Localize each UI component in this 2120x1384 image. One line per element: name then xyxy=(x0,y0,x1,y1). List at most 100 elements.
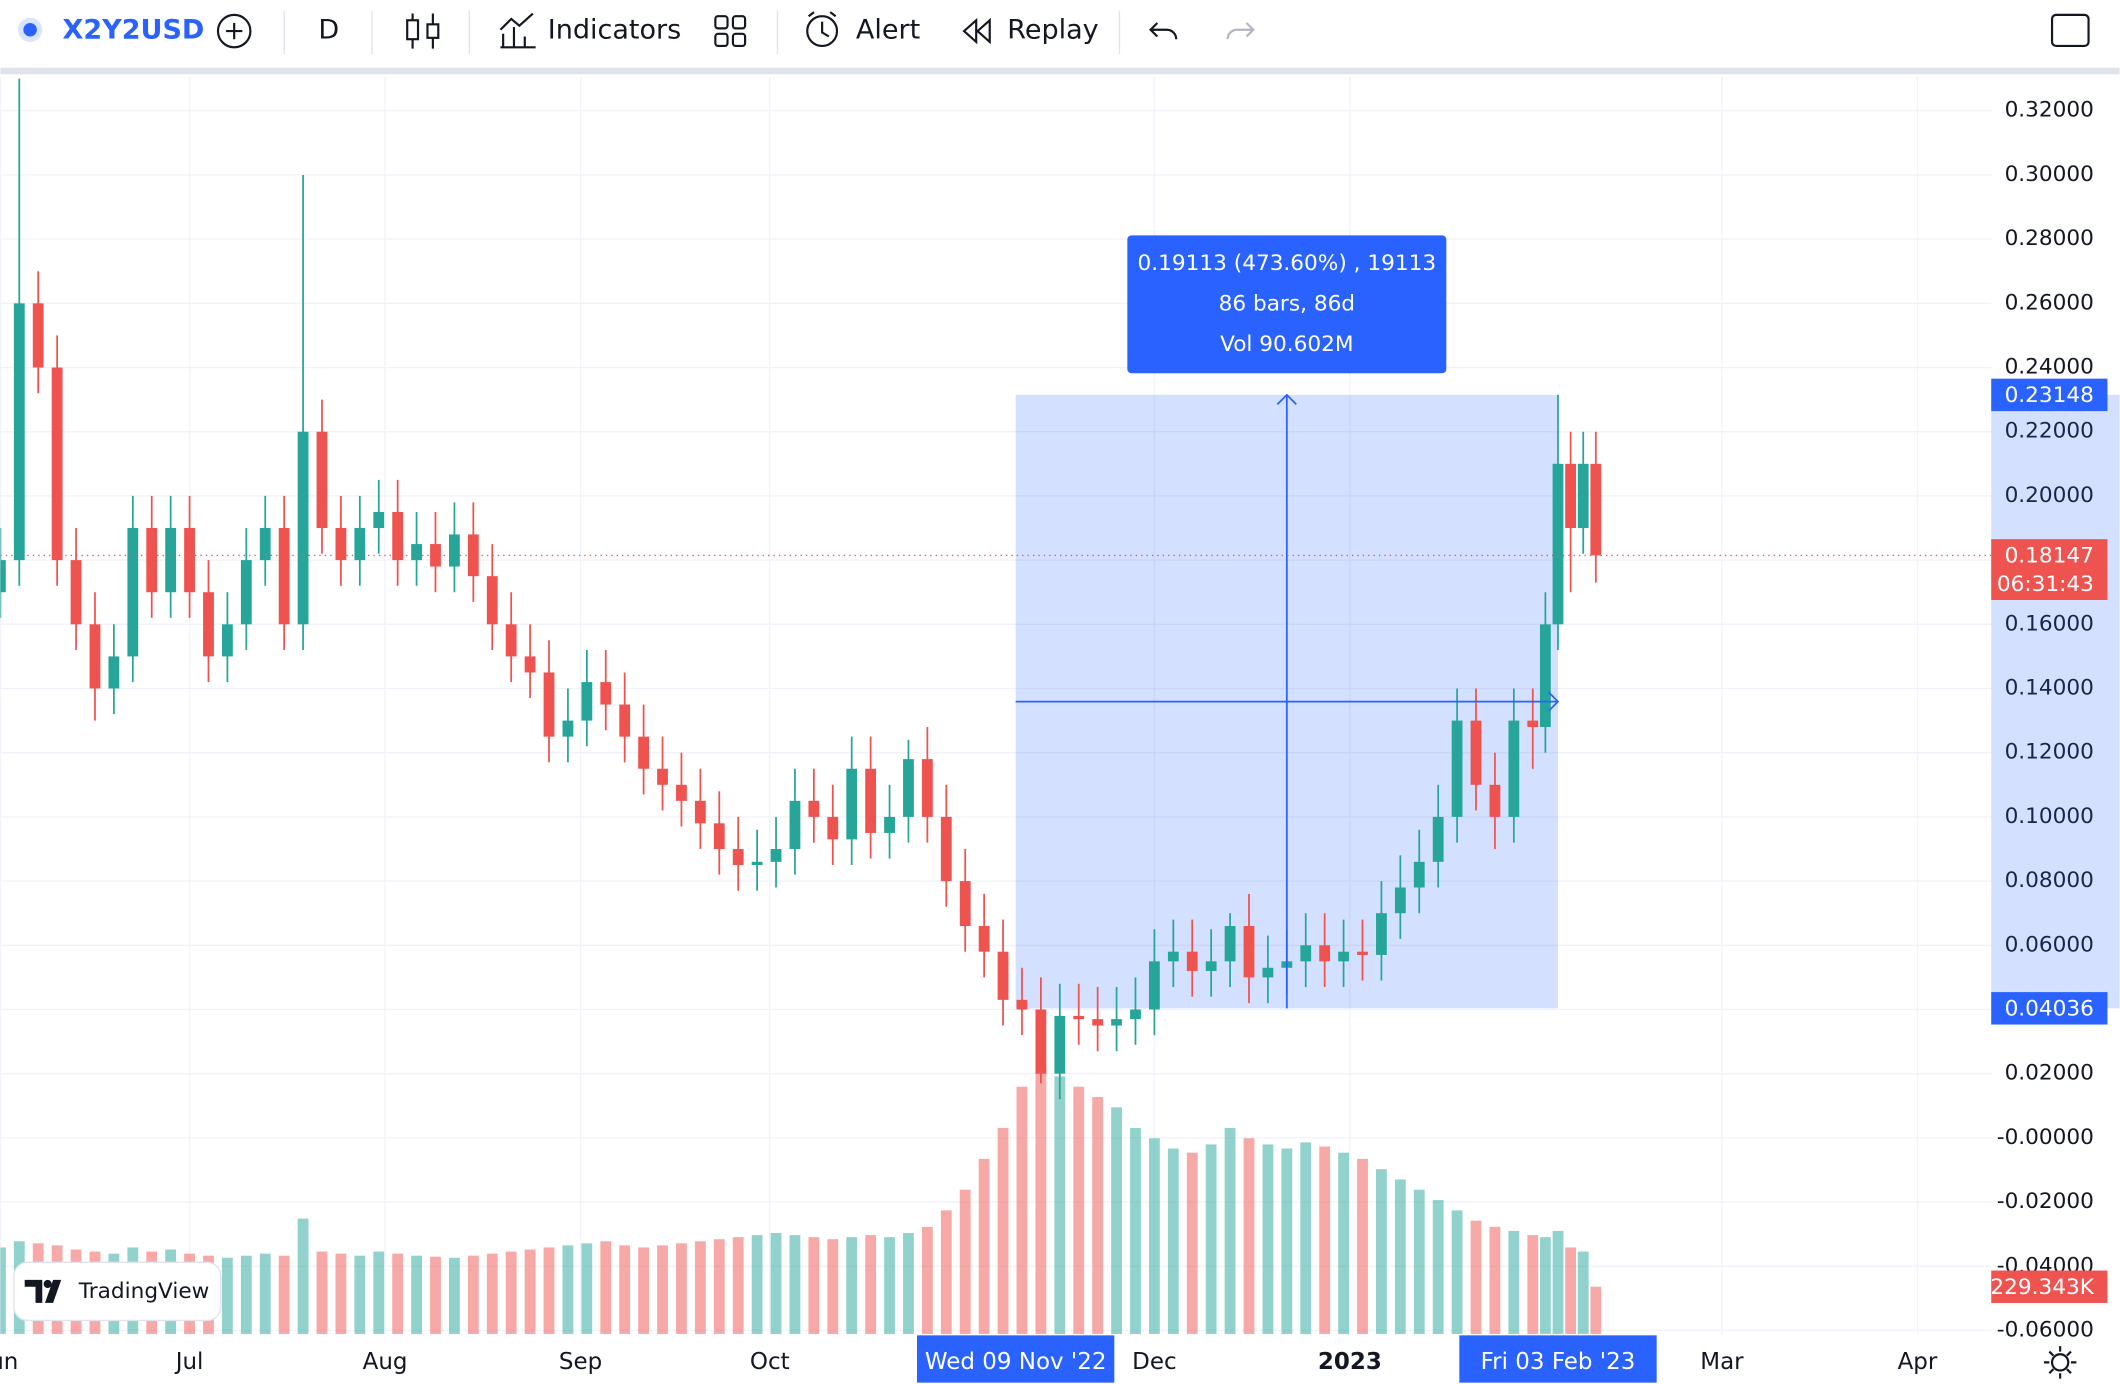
volume-bar xyxy=(1394,1179,1406,1334)
candle-body xyxy=(259,528,271,561)
volume-bar xyxy=(486,1253,498,1334)
candle-body xyxy=(770,848,782,862)
volume-bar xyxy=(827,1239,839,1334)
interval-button[interactable]: D xyxy=(318,15,339,46)
undo-button[interactable] xyxy=(1149,22,1178,40)
volume-bar xyxy=(940,1210,952,1334)
x-tick-label: Aug xyxy=(363,1349,408,1375)
candle-body xyxy=(1552,463,1564,625)
volume-bar xyxy=(524,1249,536,1334)
volume-bar xyxy=(1527,1235,1539,1334)
alert-icon-hands xyxy=(807,11,837,38)
volume-bar xyxy=(997,1127,1009,1334)
candle-body xyxy=(1413,861,1425,888)
candle-body xyxy=(1470,720,1482,785)
candle-body xyxy=(1148,961,1160,1010)
y-tick-label: 0.22000 xyxy=(2005,419,2094,444)
candle-body xyxy=(1243,926,1255,978)
candle-body xyxy=(921,759,933,817)
countdown-label: 06:31:43 xyxy=(1997,572,2094,597)
candle-body xyxy=(108,656,120,689)
x-tick-label: Mar xyxy=(1700,1349,1744,1375)
measure-tooltip-line: 86 bars, 86d xyxy=(1219,291,1355,316)
volume-bar xyxy=(1243,1138,1255,1334)
add-icon-plus xyxy=(226,22,243,40)
indicators-button[interactable]: Indicators xyxy=(499,12,681,49)
toolbar-border xyxy=(0,67,2120,75)
volume-bar xyxy=(392,1253,404,1334)
settings-button[interactable] xyxy=(2043,1346,2077,1379)
grid xyxy=(0,77,1992,1334)
candle-body xyxy=(940,816,952,882)
alert-button[interactable]: Alert xyxy=(806,11,920,48)
volume-bar xyxy=(638,1247,650,1334)
candle-body xyxy=(316,431,328,529)
candle-body xyxy=(657,768,668,785)
volume-bar xyxy=(543,1247,555,1334)
volume-bar xyxy=(1300,1142,1312,1334)
last-price-label: 0.18147 xyxy=(2005,544,2094,569)
candle-body xyxy=(524,656,536,673)
indicators-label: Indicators xyxy=(548,15,681,46)
candle-body xyxy=(1035,1009,1047,1074)
volume-bar xyxy=(619,1245,631,1334)
x-tick-label: Jun xyxy=(0,1349,18,1375)
candle-body xyxy=(600,682,612,705)
y-tick-label: 0.14000 xyxy=(2005,676,2094,701)
y-tick-label: -0.02000 xyxy=(1997,1189,2094,1214)
candle-body xyxy=(51,367,63,561)
candle-body xyxy=(89,624,101,689)
fullscreen-button[interactable] xyxy=(2050,13,2090,48)
volume-bar xyxy=(1111,1107,1122,1334)
replay-button[interactable]: Replay xyxy=(962,15,1099,46)
add-symbol-button[interactable] xyxy=(216,13,252,49)
candle-body xyxy=(13,303,25,561)
volume-bar xyxy=(1167,1148,1179,1334)
watermark-text: TradingView xyxy=(78,1279,210,1304)
candle-body xyxy=(335,528,347,561)
grid-icon xyxy=(714,15,729,30)
volume-bar xyxy=(1413,1189,1425,1334)
last-volume-label-bg xyxy=(1991,1270,2108,1303)
volume-bar xyxy=(751,1235,763,1334)
candle-body xyxy=(1186,951,1198,971)
chart-type-button[interactable] xyxy=(406,13,440,49)
volume-bar xyxy=(676,1243,687,1334)
replay-label: Replay xyxy=(1007,15,1098,46)
symbol-button[interactable]: X2Y2USD xyxy=(17,15,204,46)
y-tick-label: 0.02000 xyxy=(2005,1061,2094,1086)
candle-icon-body xyxy=(426,23,440,39)
y-tick-label: 0.28000 xyxy=(2005,226,2094,251)
x-tick-label: Dec xyxy=(1132,1349,1176,1375)
candle-body xyxy=(713,823,725,849)
candle-body xyxy=(467,534,479,577)
candle-body xyxy=(1357,951,1368,955)
volume-bar xyxy=(884,1237,895,1334)
layouts-button[interactable] xyxy=(714,15,747,48)
candle-body xyxy=(1590,463,1602,556)
candle-body xyxy=(278,528,290,625)
candle-body xyxy=(449,534,460,567)
x-tick-label: Oct xyxy=(750,1349,790,1375)
watermark-logo-dot xyxy=(43,1279,52,1289)
redo-button[interactable] xyxy=(1226,22,1255,40)
candle-body xyxy=(1167,951,1179,962)
last-price-bg xyxy=(1991,539,2108,600)
watermark-logo xyxy=(24,1279,62,1303)
x-tick-label: 2023 xyxy=(1318,1349,1382,1375)
candle-body xyxy=(184,528,195,593)
volume-bar xyxy=(1565,1247,1577,1334)
volume-bar xyxy=(581,1243,593,1334)
candle-body xyxy=(1073,1015,1085,1020)
candle-body xyxy=(827,816,839,840)
volume-bar xyxy=(978,1158,990,1334)
axes: 0.32000 0.30000 0.28000 0.26000 0.24000 0.220… xyxy=(0,98,2120,1375)
candle-body xyxy=(1054,1015,1066,1074)
volume-bar xyxy=(1338,1152,1349,1334)
candle-body xyxy=(1111,1019,1122,1026)
measure-tooltip-line: 0.19113 (473.60%) , 19113 xyxy=(1138,251,1437,276)
add-icon xyxy=(216,13,252,49)
y-tick-label: 0.12000 xyxy=(2005,740,2094,765)
cursor-price-label-bg xyxy=(1991,992,2108,1025)
volume-bar xyxy=(1148,1138,1160,1334)
